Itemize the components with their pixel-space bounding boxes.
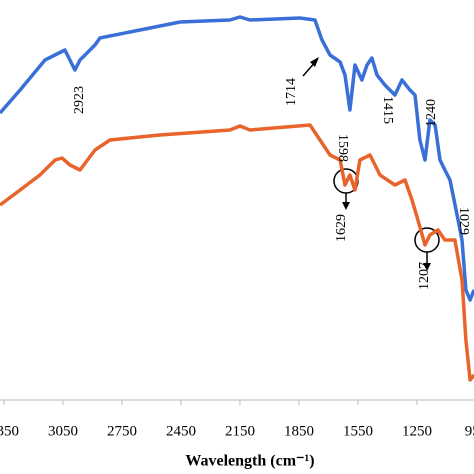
x-tick-label: 3350 xyxy=(0,423,19,439)
peak-annotation: 1207 xyxy=(417,262,432,290)
peak-annotation: 2923 xyxy=(72,86,87,114)
spectrum-line xyxy=(0,123,474,382)
peak-annotation: 1415 xyxy=(380,96,395,124)
spectrum-line xyxy=(0,15,474,302)
peak-annotation: 1240 xyxy=(424,99,439,127)
x-tick-label: 2150 xyxy=(225,423,255,439)
x-tick-label: 1250 xyxy=(402,423,432,439)
x-tick-label: 3050 xyxy=(48,423,78,439)
x-tick-label: 1550 xyxy=(343,423,373,439)
x-tick-label: 2750 xyxy=(107,423,137,439)
x-tick-label: 2450 xyxy=(166,423,196,439)
peak-annotation: 1029 xyxy=(456,207,471,235)
peak-annotation: 1714 xyxy=(284,78,299,106)
peak-annotation: 1598 xyxy=(335,134,350,162)
x-axis-label: Wavelength (cm⁻¹) xyxy=(185,453,314,470)
x-tick-label: 1850 xyxy=(284,423,314,439)
x-tick-label: 950 xyxy=(465,423,474,439)
peak-annotation: 1629 xyxy=(334,214,349,242)
arrowheads xyxy=(310,57,431,271)
